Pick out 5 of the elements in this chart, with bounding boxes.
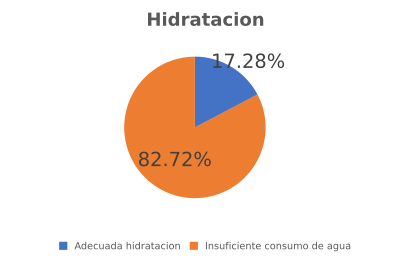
legend-label: Insuficiente consumo de agua: [206, 242, 350, 252]
legend-label: Adecuada hidratacion: [74, 242, 180, 250]
data-label: 17.28%: [213, 53, 284, 68]
data-label: 82.72%: [139, 152, 211, 166]
chart-title: Hidratacion: [148, 12, 264, 26]
